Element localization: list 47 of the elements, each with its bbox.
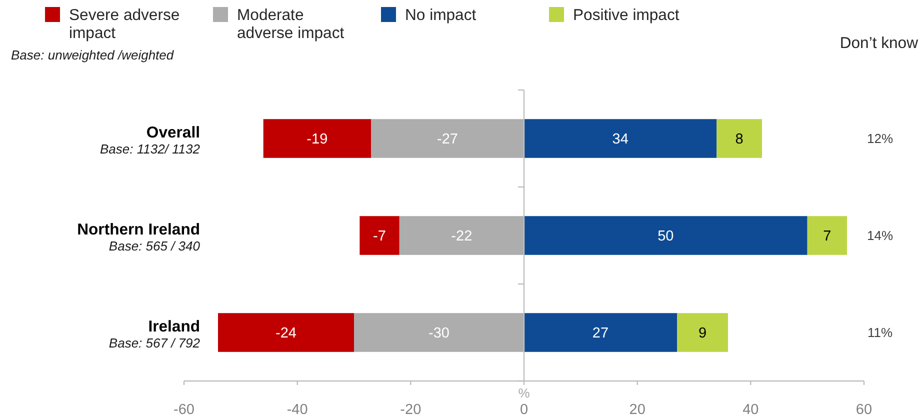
bar: [677, 313, 728, 352]
bar: [524, 119, 717, 158]
data-label: 9: [698, 326, 707, 342]
x-tick-label: -60: [174, 402, 194, 418]
x-tick-label: 0: [520, 402, 528, 418]
data-label: 7: [823, 228, 832, 244]
bar: [807, 216, 847, 255]
bar: [263, 119, 371, 158]
data-label: 8: [735, 132, 744, 148]
x-tick-label: 20: [629, 402, 646, 418]
annotation: Base: 1132/ 1132: [100, 142, 201, 156]
x-axis-title: %: [518, 386, 530, 400]
text: 14%: [866, 228, 894, 243]
data-label: -30: [428, 326, 450, 342]
text: 12%: [866, 131, 894, 146]
data-label: -27: [437, 132, 458, 148]
y-tick-label: Ireland: [148, 318, 200, 336]
annotation: Base: 567 / 792: [108, 336, 201, 350]
x-tick-label: 60: [856, 402, 872, 418]
data-label: 50: [658, 228, 674, 244]
data-label: -22: [451, 228, 472, 244]
bar: [399, 216, 524, 255]
annotation: Base: 565 / 340: [108, 238, 201, 254]
bar: [524, 313, 677, 352]
data-label: -24: [276, 326, 296, 342]
data-label: -19: [306, 132, 328, 148]
text: Base: unweighted /weighted: [11, 48, 174, 62]
bar: [360, 216, 400, 255]
bar: [354, 313, 524, 352]
data-label: -7: [373, 228, 386, 244]
data-label: 27: [592, 326, 609, 342]
y-tick-label: Overall: [146, 124, 200, 142]
x-tick-label: -40: [286, 402, 308, 418]
bar: [218, 313, 354, 352]
bar: [524, 216, 808, 255]
y-tick-label: Northern Ireland: [77, 222, 200, 238]
bar: [716, 119, 762, 158]
text: 11%: [867, 325, 893, 340]
legend-label: Severe adverse impact: [69, 7, 180, 42]
legend-label: Moderate adverse impact: [237, 7, 345, 42]
legend-label: Positive impact: [573, 7, 680, 24]
legend-label: No impact: [405, 7, 477, 24]
x-tick-label: 40: [742, 402, 759, 418]
text: Don’t know: [840, 35, 919, 52]
bar: [371, 119, 524, 158]
x-tick-label: -20: [400, 402, 422, 418]
data-label: 34: [612, 132, 628, 148]
